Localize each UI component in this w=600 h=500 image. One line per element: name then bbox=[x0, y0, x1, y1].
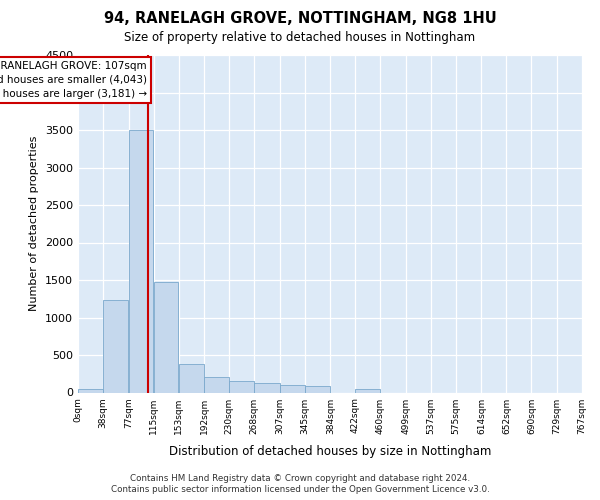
Bar bbox=[280, 384, 305, 392]
Bar bbox=[254, 383, 280, 392]
Bar bbox=[179, 364, 204, 392]
Bar bbox=[78, 389, 103, 392]
Bar bbox=[355, 389, 380, 392]
Bar bbox=[129, 130, 154, 392]
Bar bbox=[103, 300, 128, 392]
Bar bbox=[305, 386, 330, 392]
Bar bbox=[229, 381, 254, 392]
Bar bbox=[205, 377, 229, 392]
Y-axis label: Number of detached properties: Number of detached properties bbox=[29, 136, 40, 312]
Text: Size of property relative to detached houses in Nottingham: Size of property relative to detached ho… bbox=[124, 31, 476, 44]
Bar bbox=[154, 282, 178, 393]
Text: Contains HM Land Registry data © Crown copyright and database right 2024.
Contai: Contains HM Land Registry data © Crown c… bbox=[110, 474, 490, 494]
Text: 94 RANELAGH GROVE: 107sqm
← 55% of detached houses are smaller (4,043)
44% of se: 94 RANELAGH GROVE: 107sqm ← 55% of detac… bbox=[0, 61, 147, 99]
X-axis label: Distribution of detached houses by size in Nottingham: Distribution of detached houses by size … bbox=[169, 445, 491, 458]
Text: 94, RANELAGH GROVE, NOTTINGHAM, NG8 1HU: 94, RANELAGH GROVE, NOTTINGHAM, NG8 1HU bbox=[104, 11, 496, 26]
